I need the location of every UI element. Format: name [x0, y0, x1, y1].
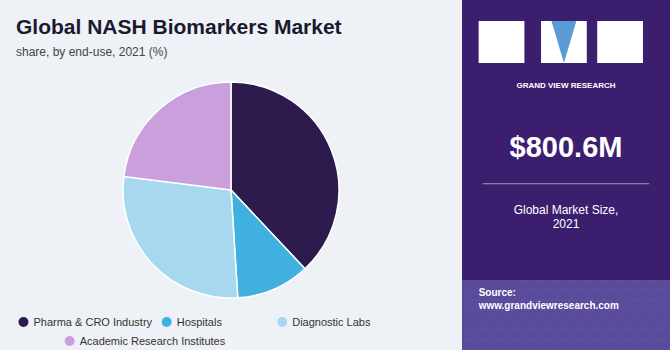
background [0, 0, 462, 350]
legend-label: Hospitals [177, 316, 223, 328]
pattern-line [526, 280, 588, 350]
pattern-line [462, 320, 670, 321]
legend-marker [277, 317, 287, 327]
pattern-line [542, 280, 604, 350]
logo-box [597, 21, 643, 63]
pattern-line [478, 280, 540, 350]
pattern-line [462, 280, 524, 350]
legend-label: Diagnostic Labs [292, 316, 371, 328]
title: Global NASH Biomarkers Market [16, 15, 342, 38]
pattern-line [654, 280, 670, 350]
logo-text: GRAND VIEW RESEARCH [516, 81, 615, 90]
pattern-line [606, 280, 668, 350]
side-panel: GRAND VIEW RESEARCH $800.6M Global Market … [462, 0, 670, 350]
pattern-line [622, 280, 670, 350]
panel-background [462, 0, 670, 350]
pattern-line [558, 280, 620, 350]
logo-box [479, 21, 525, 63]
chart: Global NASH Biomarkers Market share, by e… [0, 0, 670, 350]
pattern-line [462, 280, 670, 281]
footer-background [462, 280, 670, 350]
logo-box [541, 21, 587, 63]
legend-marker [18, 317, 28, 327]
market-size: $800.6M [510, 131, 623, 163]
source: Source:www.grandviewresearch.com [478, 287, 619, 311]
legend-marker [162, 317, 172, 327]
pattern-line [574, 280, 636, 350]
logo-triangle [551, 21, 576, 63]
legend-label: Academic Research Institutes [80, 335, 226, 347]
divider [483, 183, 649, 184]
pattern-line [590, 280, 652, 350]
legend-marker [65, 336, 75, 346]
pattern-line [638, 280, 670, 350]
pattern-line [462, 330, 670, 331]
legend-label: Pharma & CRO Industry [33, 316, 152, 328]
pie [123, 82, 339, 298]
slice [123, 176, 238, 298]
market-size-label: Global Market Size,2021 [514, 203, 619, 231]
subtitle: share, by end-use, 2021 (%) [16, 45, 167, 59]
footer-pattern [462, 280, 670, 350]
pattern-line [510, 280, 572, 350]
slice [231, 190, 305, 298]
footer: Source:www.grandviewresearch.com [462, 280, 670, 350]
slice [124, 82, 231, 190]
pattern-line [462, 340, 670, 341]
legend: Pharma & CRO Industry Hospitals Diagnostic… [18, 316, 370, 347]
